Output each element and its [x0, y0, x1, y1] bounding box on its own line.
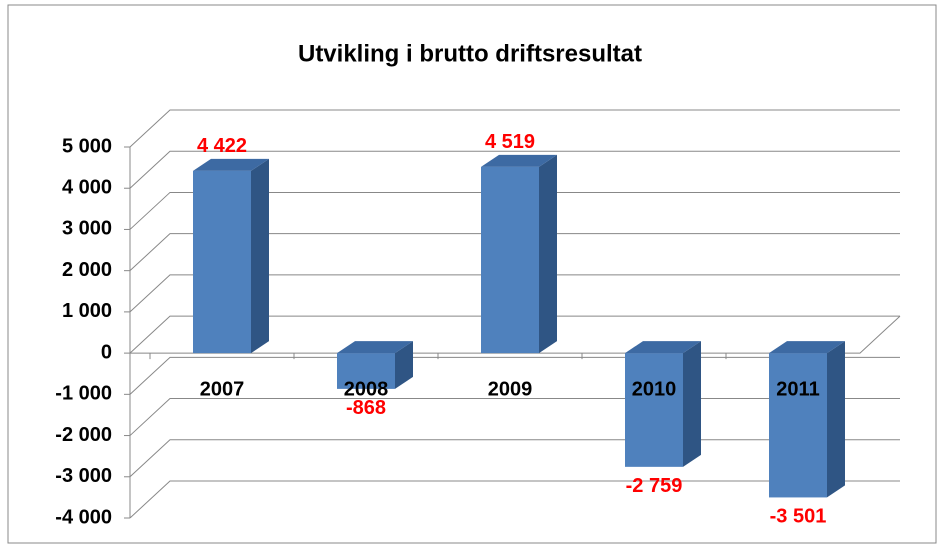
bar — [625, 353, 683, 467]
bar-top — [481, 154, 557, 167]
value-label: -3 501 — [770, 506, 827, 528]
y-tick-label: 3 000 — [62, 218, 112, 240]
bar-side — [395, 341, 413, 389]
y-tick-label: 5 000 — [62, 135, 112, 157]
chart-title: Utvikling i brutto driftsresultat — [298, 40, 642, 67]
x-tick-label: 2007 — [200, 378, 245, 400]
y-tick-label: -3 000 — [55, 465, 112, 487]
value-label: 4 519 — [485, 131, 535, 153]
value-label: 4 422 — [197, 135, 247, 157]
y-tick-label: -1 000 — [55, 383, 112, 405]
bar-side — [539, 154, 557, 354]
y-tick-label: 2 000 — [62, 259, 112, 281]
bar-side — [827, 341, 845, 498]
grid-line — [129, 480, 900, 519]
y-tick-label: -4 000 — [55, 506, 112, 528]
bar — [337, 353, 395, 389]
bar-top — [769, 341, 845, 354]
bar — [769, 353, 827, 498]
grid-line — [129, 274, 900, 313]
grid-line — [129, 191, 900, 230]
bar — [193, 170, 251, 354]
x-tick-label: 2011 — [776, 378, 819, 400]
grid-line — [129, 109, 900, 148]
bar-top — [193, 158, 269, 171]
bar-side — [251, 158, 269, 354]
bar-top — [625, 341, 701, 354]
bar — [481, 166, 539, 354]
y-tick-label: 1 000 — [62, 300, 112, 322]
bar-side — [683, 341, 701, 467]
y-tick-label: 4 000 — [62, 177, 112, 199]
x-tick-label: 2009 — [488, 378, 533, 400]
x-tick-label: 2008 — [344, 378, 389, 400]
value-label: -2 759 — [626, 475, 683, 497]
y-tick-label: 0 — [101, 341, 112, 363]
grid-line — [129, 315, 900, 354]
bar-top — [337, 341, 413, 354]
y-tick-label: -2 000 — [55, 424, 112, 446]
grid-line — [129, 150, 900, 189]
grid-line — [129, 233, 900, 272]
x-tick-label: 2010 — [632, 378, 677, 400]
value-label: -868 — [346, 397, 386, 419]
